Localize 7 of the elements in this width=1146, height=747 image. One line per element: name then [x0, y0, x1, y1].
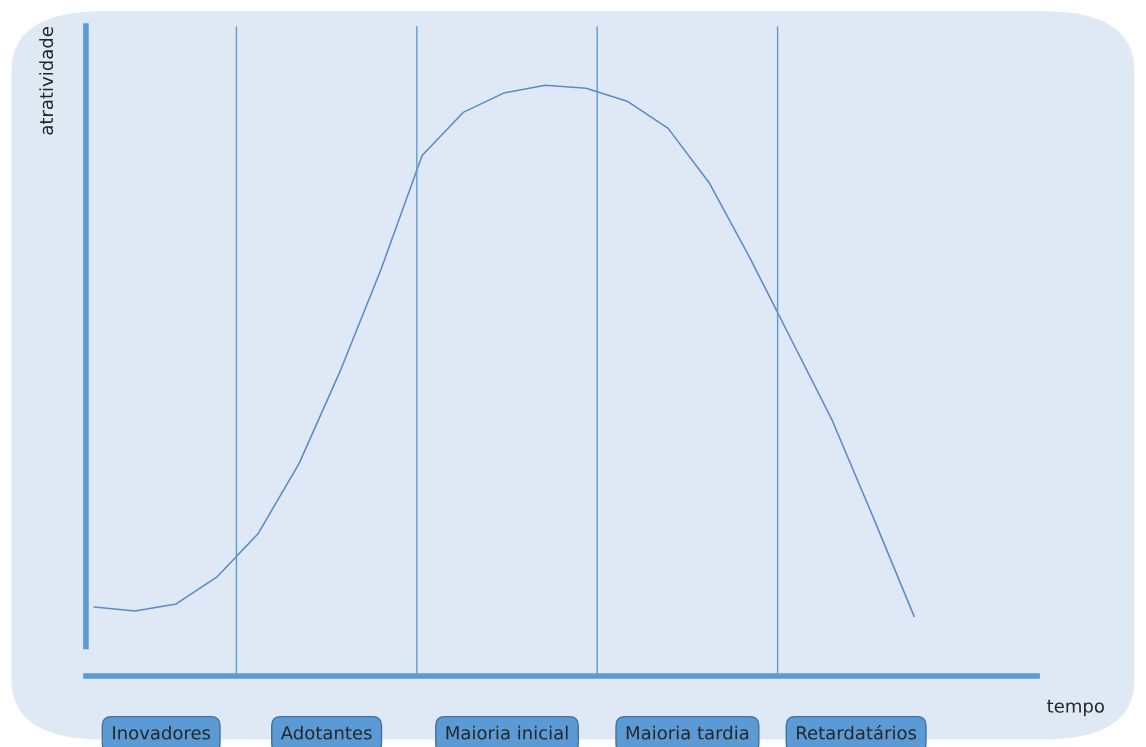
- text: Adotantes: [280, 725, 372, 740]
- text: Inovadores: [113, 725, 211, 740]
- text: Retardatários: [797, 724, 917, 740]
- text: Maioria inicial: [446, 725, 568, 740]
- y-axis-title: atratividade: [39, 27, 54, 135]
- text: Maioria tardia: [626, 725, 749, 740]
- text: tempo: [1047, 699, 1104, 717]
